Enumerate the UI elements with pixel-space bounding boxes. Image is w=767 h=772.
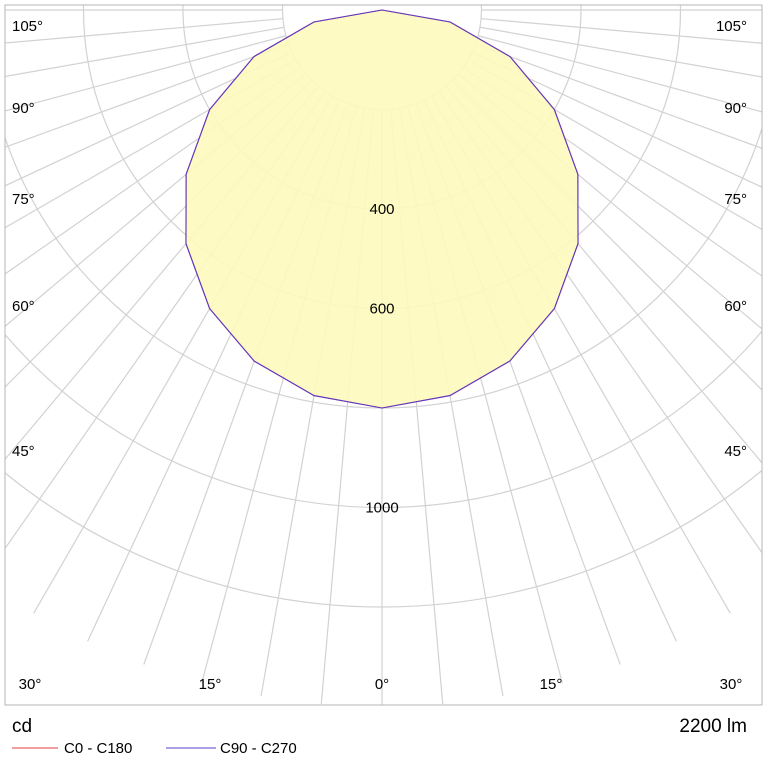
ring-label-400: 400	[369, 201, 394, 218]
angle-label-30-right: 30°	[720, 676, 743, 693]
grid-spoke-75-left	[5, 35, 287, 112]
angle-label-45-right: 45°	[724, 443, 747, 460]
angle-label-105-right: 105°	[716, 18, 747, 35]
angle-label-75-right: 75°	[724, 191, 747, 208]
grid-spoke-85-left	[5, 18, 283, 44]
angle-label-0: 0°	[375, 676, 389, 693]
grid-spoke-95-right	[481, 0, 767, 1]
angle-label-90-right: 90°	[724, 100, 747, 117]
grid-spoke-75-right	[477, 35, 762, 113]
label-layer: 400 600 1000 0° 15° 15° 30° 30° 45° 45° 60° 60° 75° 7…	[12, 18, 747, 693]
angle-label-15-right: 15°	[540, 676, 563, 693]
plot-frame	[4, 4, 763, 706]
grid-spoke-80-right	[479, 26, 762, 78]
grid-spoke-70-right	[475, 43, 762, 149]
unit-label: cd	[12, 716, 32, 737]
angle-label-90-left: 90°	[12, 100, 35, 117]
grid-spoke-95-left	[0, 0, 283, 1]
grid-spoke-70-left	[5, 43, 289, 148]
angle-label-45-left: 45°	[12, 443, 35, 460]
angle-label-60-left: 60°	[12, 298, 35, 315]
curve-layer	[185, 9, 579, 409]
grid-spoke-80-left	[5, 26, 285, 78]
angle-label-105-left: 105°	[12, 18, 43, 35]
angle-label-75-left: 75°	[12, 191, 35, 208]
grid-spoke-85-right	[481, 18, 762, 44]
angle-label-15-left: 15°	[199, 676, 222, 693]
ring-label-600: 600	[369, 301, 394, 318]
legend-label-c0-c180: C0 - C180	[64, 740, 132, 757]
legend: C0 - C180 C90 - C270	[12, 740, 297, 757]
angle-label-60-right: 60°	[724, 298, 747, 315]
grid-spoke-65-left	[5, 51, 293, 187]
legend-label-c90-c270: C90 - C270	[220, 740, 297, 757]
grid-spoke-65-right	[471, 51, 762, 188]
ring-label-1000: 1000	[365, 500, 398, 517]
angle-label-30-left: 30°	[19, 676, 42, 693]
flux-label: 2200 lm	[679, 716, 747, 737]
series-curve-c90-c270	[185, 9, 579, 409]
